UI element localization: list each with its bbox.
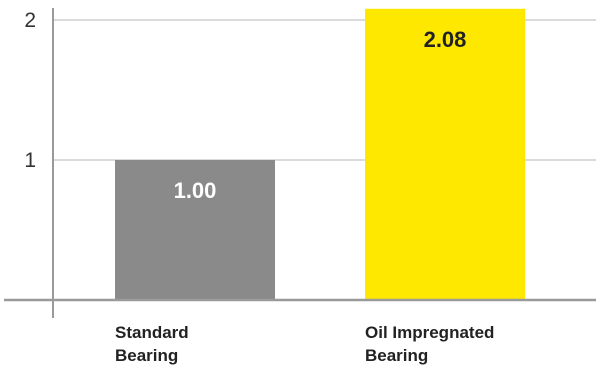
y-tick-label: 1 xyxy=(24,149,36,172)
x-category-label: Standard Bearing xyxy=(115,323,189,365)
axes-layer xyxy=(4,8,596,318)
bar-2 xyxy=(365,8,525,301)
x-category-label-line: Bearing xyxy=(115,346,178,365)
x-category-label-line: Oil Impregnated xyxy=(365,323,494,342)
y-tick-label: 2 xyxy=(24,9,36,32)
bar-value-label: 2.08 xyxy=(424,27,467,52)
bar-value-label: 1.00 xyxy=(174,178,217,203)
x-category-label-line: Bearing xyxy=(365,346,428,365)
bar-1 xyxy=(115,160,275,300)
x-category-label-line: Standard xyxy=(115,323,189,342)
bars-layer xyxy=(115,8,525,301)
x-category-label: Oil Impregnated Bearing xyxy=(365,323,494,365)
